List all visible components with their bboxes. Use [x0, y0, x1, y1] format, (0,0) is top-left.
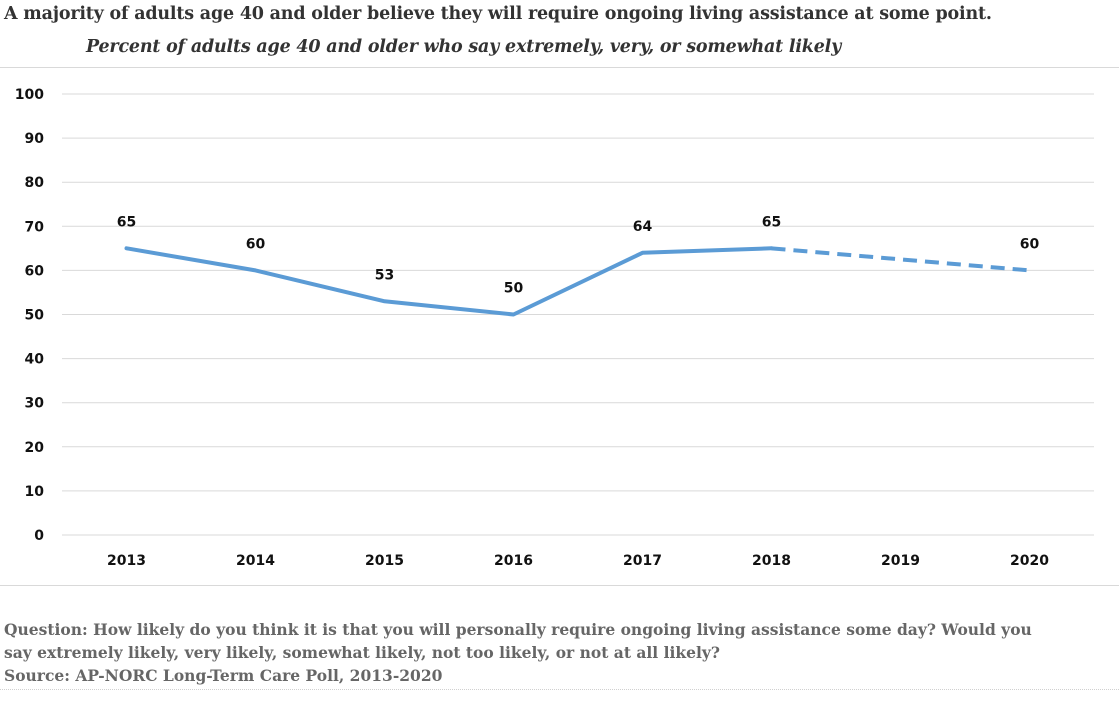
y-tick-label-60: 60 [25, 263, 45, 279]
y-tick-label-70: 70 [25, 219, 45, 235]
x-tick-label-2016: 2016 [494, 553, 533, 569]
source-note: Source: AP-NORC Long-Term Care Poll, 201… [4, 666, 443, 685]
x-tick-label-2017: 2017 [623, 553, 662, 569]
x-tick-label-2019: 2019 [881, 553, 920, 569]
data-label-2018: 65 [762, 214, 781, 230]
y-tick-label-10: 10 [25, 484, 45, 500]
bottom-divider [0, 689, 1119, 690]
series-line-solid [124, 246, 774, 317]
data-label-2013: 65 [117, 214, 136, 230]
data-label-2015: 53 [375, 267, 394, 283]
x-tick-label-2020: 2020 [1010, 553, 1049, 569]
data-label-2014: 60 [246, 236, 266, 252]
y-tick-label-0: 0 [34, 528, 44, 544]
data-label-2016: 50 [504, 281, 524, 297]
x-tick-label-2014: 2014 [236, 553, 275, 569]
chart-title: A majority of adults age 40 and older be… [4, 4, 992, 24]
question-line-1: Question: How likely do you think it is … [4, 620, 1032, 639]
y-tick-label-20: 20 [25, 440, 45, 456]
question-line-2: say extremely likely, very likely, somew… [4, 643, 720, 662]
chart-area: 0 10 20 30 40 50 60 70 80 90 100 2013 2014 2015 2016 20… [0, 67, 1119, 586]
x-tick-label-2018: 2018 [752, 553, 791, 569]
series-line-dashed [771, 246, 1030, 273]
y-tick-label-30: 30 [25, 396, 45, 412]
y-tick-label-50: 50 [25, 308, 45, 324]
x-tick-label-2013: 2013 [107, 553, 146, 569]
data-label-2017: 64 [633, 219, 653, 235]
y-tick-label-100: 100 [15, 87, 44, 103]
line-chart: 0 10 20 30 40 50 60 70 80 90 100 2013 2014 2015 2016 20… [15, 87, 1094, 569]
y-tick-label-40: 40 [25, 352, 45, 368]
y-tick-label-90: 90 [25, 131, 45, 147]
y-tick-label-80: 80 [25, 175, 45, 191]
chart-subtitle: Percent of adults age 40 and older who s… [86, 37, 842, 57]
data-label-2020: 60 [1020, 236, 1040, 252]
x-tick-label-2015: 2015 [365, 553, 404, 569]
footnote: Question: How likely do you think it is … [4, 618, 1114, 687]
